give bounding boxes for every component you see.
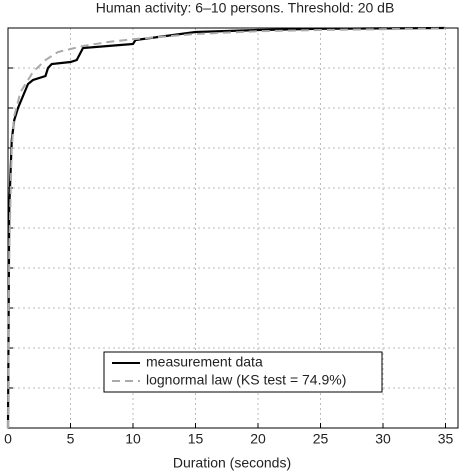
x-tick-label: 35 [438, 431, 454, 447]
legend-label: lognormal law (KS test = 74.9%) [146, 372, 346, 388]
x-axis-label: Duration (seconds) [173, 455, 291, 471]
legend-label: measurement data [146, 354, 263, 370]
x-tick-label: 30 [375, 431, 391, 447]
x-tick-label: 10 [125, 431, 141, 447]
series-line [7, 27, 446, 429]
x-tick-label: 25 [313, 431, 329, 447]
legend-box [103, 351, 383, 393]
x-tick-label: 15 [188, 431, 204, 447]
x-tick-label: 5 [67, 431, 75, 447]
plot-frame [7, 27, 459, 429]
x-tick-label: 20 [250, 431, 266, 447]
x-tick-label: 0 [4, 431, 12, 447]
legend: measurement data lognormal law (KS test =… [103, 351, 383, 393]
chart-title: Human activity: 6–10 persons. Threshold:… [96, 0, 395, 16]
